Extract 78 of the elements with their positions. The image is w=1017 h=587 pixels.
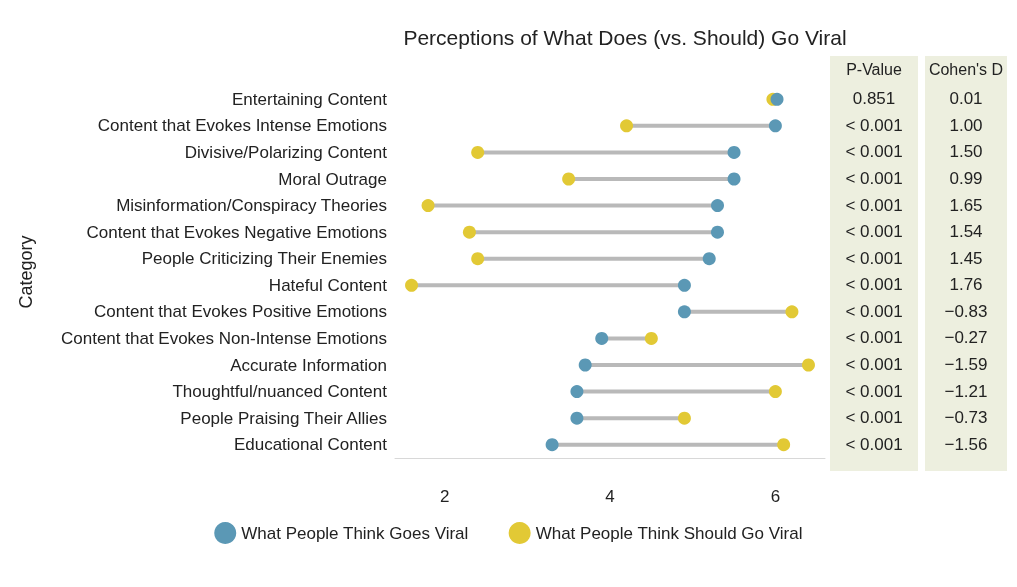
point bbox=[677, 305, 691, 319]
text: −0.73 bbox=[944, 408, 988, 428]
text: < 0.001 bbox=[845, 142, 903, 162]
x-tick-label: 6 bbox=[770, 487, 781, 506]
text: < 0.001 bbox=[845, 408, 903, 428]
point bbox=[702, 252, 716, 266]
point bbox=[570, 411, 584, 425]
text: 1.65 bbox=[949, 195, 983, 215]
point bbox=[570, 385, 584, 399]
category-label: P-Value bbox=[845, 61, 903, 79]
y-tick-label: Thoughtful/nuanced Content bbox=[172, 382, 388, 402]
text: < 0.001 bbox=[845, 301, 903, 321]
y-tick-label: Content that Evokes Positive Emotions bbox=[94, 302, 387, 322]
point bbox=[768, 119, 782, 133]
category-label: Cohen's D bbox=[927, 61, 1005, 79]
point bbox=[620, 119, 634, 133]
text: 1.45 bbox=[949, 248, 983, 268]
text: < 0.001 bbox=[845, 381, 903, 401]
text: −1.21 bbox=[944, 381, 988, 401]
y-tick-label: Misinformation/Conspiracy Theories bbox=[116, 196, 387, 216]
point bbox=[471, 252, 485, 266]
text: 0.01 bbox=[949, 89, 983, 109]
y-tick-label: Content that Evokes Intense Emotions bbox=[97, 116, 387, 136]
point bbox=[727, 145, 741, 159]
text: 0.851 bbox=[852, 89, 896, 109]
text: −0.27 bbox=[944, 328, 988, 348]
point bbox=[677, 411, 691, 425]
text: −0.83 bbox=[944, 301, 988, 321]
point bbox=[768, 385, 782, 399]
text: 1.00 bbox=[949, 115, 983, 135]
y-tick-label: Entertaining Content bbox=[232, 89, 388, 109]
legend-label: What People Think Goes Viral bbox=[241, 523, 469, 543]
point bbox=[421, 199, 435, 213]
y-tick-label: Divisive/Polarizing Content bbox=[184, 142, 388, 162]
chart-title: Perceptions of What Does (vs. Should) Go Viral bbox=[403, 26, 847, 49]
point bbox=[595, 331, 609, 345]
point bbox=[644, 331, 658, 345]
text: < 0.001 bbox=[845, 195, 903, 215]
point bbox=[727, 172, 741, 186]
y-tick-label: Accurate Information bbox=[230, 355, 387, 375]
y-axis-title: Category bbox=[16, 235, 36, 309]
point bbox=[545, 438, 559, 452]
point bbox=[711, 225, 724, 239]
text: < 0.001 bbox=[845, 355, 903, 374]
text: 1.50 bbox=[949, 142, 983, 162]
text: < 0.001 bbox=[845, 275, 903, 295]
point bbox=[562, 172, 576, 186]
text: < 0.001 bbox=[845, 115, 903, 135]
y-tick-label: Educational Content bbox=[233, 435, 388, 455]
point bbox=[471, 145, 485, 159]
legend-label: What People Think Should Go Viral bbox=[535, 523, 803, 543]
text: < 0.001 bbox=[845, 328, 903, 348]
y-tick-label: Content that Evokes Non-Intense Emotions bbox=[60, 328, 387, 348]
point bbox=[770, 92, 784, 106]
point bbox=[677, 278, 691, 292]
y-tick-label: Content that Evokes Negative Emotions bbox=[86, 222, 387, 242]
text: < 0.001 bbox=[845, 169, 903, 188]
text: < 0.001 bbox=[845, 248, 903, 268]
text: 0.99 bbox=[949, 169, 983, 188]
point bbox=[711, 199, 724, 213]
point bbox=[405, 278, 419, 292]
point bbox=[578, 358, 592, 372]
point bbox=[462, 225, 476, 239]
y-tick-label: People Praising Their Allies bbox=[180, 408, 387, 428]
text: −1.56 bbox=[944, 434, 988, 454]
y-tick-label: Moral Outrage bbox=[278, 169, 387, 189]
text: 1.54 bbox=[949, 222, 983, 242]
text: −1.59 bbox=[944, 355, 988, 374]
x-tick-label: 4 bbox=[605, 487, 615, 506]
y-tick-label: Hateful Content bbox=[268, 275, 388, 295]
text: < 0.001 bbox=[845, 222, 903, 242]
text: 1.76 bbox=[949, 275, 983, 295]
point bbox=[801, 358, 815, 372]
y-tick-label: People Criticizing Their Enemies bbox=[141, 249, 387, 269]
point bbox=[785, 305, 799, 319]
x-tick-label: 2 bbox=[439, 487, 450, 506]
text: < 0.001 bbox=[845, 434, 903, 454]
point bbox=[777, 438, 791, 452]
